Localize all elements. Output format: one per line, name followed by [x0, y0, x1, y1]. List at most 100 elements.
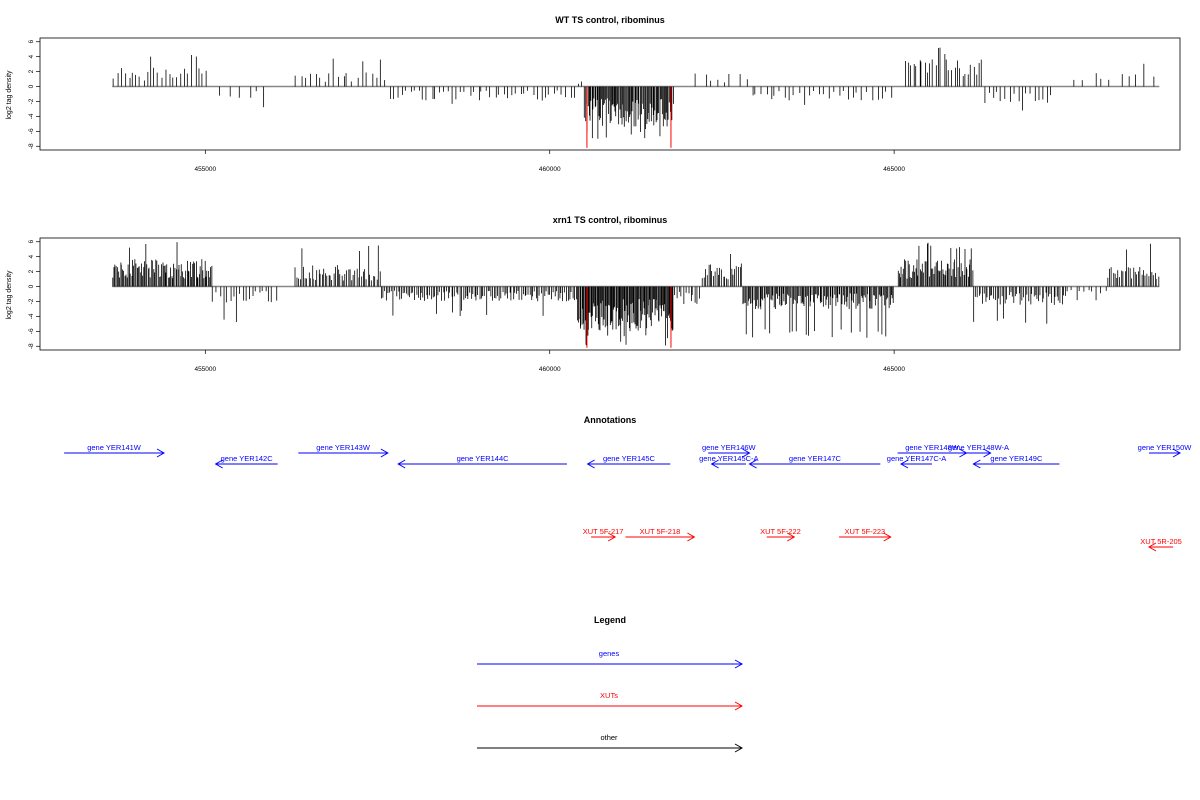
xut-arrow: XUT 5F-217	[583, 527, 624, 542]
y-tick-label: -4	[28, 313, 35, 319]
gene-arrow: gene YER149C	[972, 454, 1060, 469]
panel-title: WT TS control, ribominus	[555, 15, 665, 25]
y-tick-label: -6	[28, 128, 35, 134]
y-tick-label: -2	[28, 98, 35, 104]
legend-item: other	[477, 733, 744, 753]
legend-item: XUTs	[477, 691, 744, 711]
gene-label: gene YER146W	[702, 443, 757, 452]
gene-label: gene YER148W	[905, 443, 960, 452]
xut-arrow: XUT 5F-223	[839, 527, 892, 542]
arrow-head	[607, 532, 617, 542]
x-tick-label: 465000	[883, 366, 905, 373]
y-axis-label: log2 tag density	[6, 270, 13, 320]
xut-arrow: XUT 5F-222	[760, 527, 801, 542]
legend-label: other	[600, 733, 618, 742]
annotations-title: Annotations	[584, 415, 637, 425]
gene-label: gene YER149C	[990, 454, 1043, 463]
arrow-head	[214, 459, 223, 469]
y-tick-label: -8	[28, 343, 35, 349]
x-tick-label: 460000	[539, 166, 561, 173]
y-tick-label: 4	[28, 254, 35, 258]
arrow-head	[972, 459, 981, 469]
gene-label: gene YER144C	[457, 454, 510, 463]
axes: 6 4 2 0 -2 -4 -6 -8 455000 460000 465000	[28, 240, 905, 373]
arrow-head	[742, 448, 751, 458]
arrow-head	[734, 659, 744, 669]
x-tick-label: 465000	[883, 166, 905, 173]
arrow-head	[883, 532, 892, 542]
gene-arrow: gene YER145C-A	[699, 454, 759, 469]
plot-frame	[39, 237, 1181, 351]
gene-label: gene YER147C	[789, 454, 842, 463]
legend: Legend genes XUTs other	[477, 615, 744, 753]
coverage-bars	[112, 47, 1160, 148]
arrow-head	[380, 448, 389, 458]
arrow-head	[734, 701, 744, 711]
y-tick-label: 4	[28, 54, 35, 58]
gene-label: gene YER150W	[1138, 443, 1193, 452]
gene-arrow: gene YER147C-A	[887, 454, 946, 469]
gene-arrow: gene YER150W	[1138, 443, 1193, 458]
arrow-head	[397, 459, 406, 469]
y-tick-label: 6	[28, 240, 35, 244]
gene-arrow: gene YER145C	[586, 454, 671, 469]
xut-arrow: XUT 5F-218	[625, 527, 696, 542]
wt-coverage-panel: WT TS control, ribominus log2 tag densit…	[6, 15, 1181, 173]
gene-arrow: gene YER141W	[64, 443, 165, 458]
legend-items: genes XUTs other	[477, 649, 744, 753]
gene-arrow: gene YER143W	[298, 443, 389, 458]
xut-label: XUT 5F-223	[845, 527, 886, 536]
legend-label: XUTs	[600, 691, 618, 700]
gene-label: gene YER143W	[316, 443, 371, 452]
arrow-head	[710, 459, 719, 469]
gene-arrow: gene YER147C	[748, 454, 881, 469]
gene-arrow: gene YER142C	[214, 454, 278, 469]
y-tick-label: 0	[28, 284, 35, 288]
panel-title: xrn1 TS control, ribominus	[553, 215, 668, 225]
y-tick-label: -8	[28, 143, 35, 149]
xrn1-coverage-panel: xrn1 TS control, ribominus log2 tag dens…	[6, 215, 1181, 373]
gene-label: gene YER142C	[221, 454, 274, 463]
gene-label: gene YER147C-A	[887, 454, 946, 463]
arrow-head	[734, 743, 744, 753]
y-tick-label: -2	[28, 298, 35, 304]
arrow-head	[900, 459, 909, 469]
gene-label: gene YER145C	[603, 454, 656, 463]
x-tick-label: 455000	[194, 166, 216, 173]
gene-arrow: gene YER146W	[702, 443, 757, 458]
arrow-head	[1147, 542, 1157, 552]
gene-arrow: gene YER144C	[397, 454, 567, 469]
legend-item: genes	[477, 649, 744, 669]
coverage-bars	[112, 242, 1160, 348]
gene-arrow: gene YER148W-A	[948, 443, 1009, 458]
gene-arrows: gene YER141W gene YER142C gene YER143W gene…	[64, 443, 1193, 469]
xut-arrow: XUT 5R-205	[1140, 537, 1182, 552]
xut-label: XUT 5F-222	[760, 527, 801, 536]
xut-label: XUT 5R-205	[1140, 537, 1182, 546]
arrow-head	[983, 448, 992, 458]
gene-label: gene YER141W	[87, 443, 142, 452]
legend-label: genes	[599, 649, 620, 658]
y-tick-label: 6	[28, 40, 35, 44]
arrow-head	[156, 448, 165, 458]
gene-label: gene YER148W-A	[948, 443, 1009, 452]
x-tick-label: 455000	[194, 366, 216, 373]
arrow-head	[1172, 448, 1182, 458]
y-tick-label: 2	[28, 69, 35, 73]
plot-frame	[39, 37, 1181, 151]
arrow-head	[687, 532, 696, 542]
y-tick-label: 0	[28, 84, 35, 88]
y-tick-label: 2	[28, 269, 35, 273]
arrow-head	[586, 459, 595, 469]
y-axis-label: log2 tag density	[6, 70, 13, 120]
gene-label: gene YER145C-A	[699, 454, 758, 463]
arrow-head	[787, 532, 796, 542]
y-tick-label: -4	[28, 113, 35, 119]
axes: 6 4 2 0 -2 -4 -6 -8 455000 460000 465000	[28, 40, 905, 173]
xut-arrows: XUT 5F-217 XUT 5F-218 XUT 5F-222 XUT 5F-223…	[583, 527, 1182, 552]
x-tick-label: 460000	[539, 366, 561, 373]
xut-label: XUT 5F-217	[583, 527, 624, 536]
legend-title: Legend	[594, 615, 626, 625]
